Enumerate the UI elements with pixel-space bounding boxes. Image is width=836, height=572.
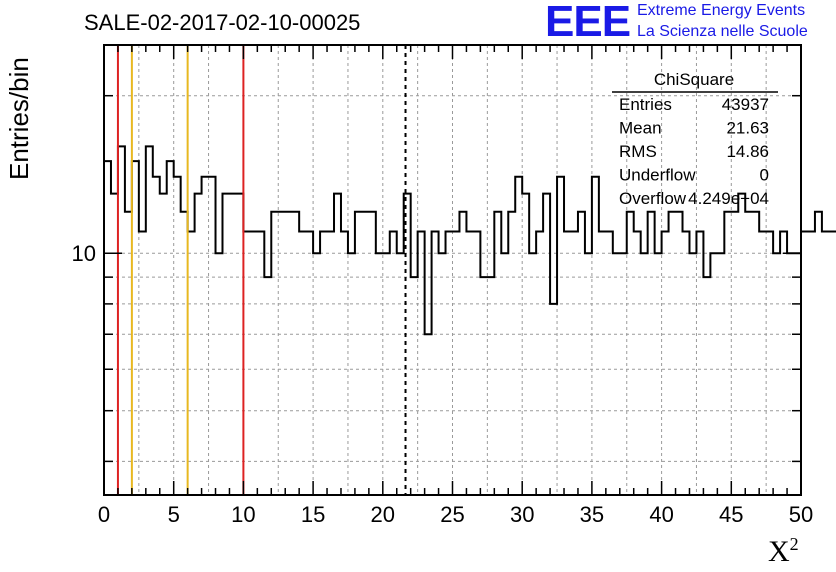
stats-value: 4.249e+04	[688, 189, 769, 208]
x-tick-label: 35	[580, 502, 604, 527]
x-axis-label-superscript: 2	[789, 534, 799, 554]
x-axis-label: X2	[768, 534, 799, 569]
stats-label: Overflow	[619, 189, 687, 208]
stats-value: 0	[760, 166, 769, 185]
stats-value: 14.86	[726, 142, 769, 161]
y-tick-label: 10	[72, 241, 96, 266]
x-tick-label: 25	[440, 502, 464, 527]
x-tick-label: 0	[98, 502, 110, 527]
stats-label: RMS	[619, 142, 657, 161]
x-tick-label: 15	[301, 502, 325, 527]
x-tick-label: 10	[231, 502, 255, 527]
stats-value: 43937	[722, 95, 769, 114]
x-tick-label: 20	[371, 502, 395, 527]
x-tick-label: 30	[510, 502, 534, 527]
eee-logo: EEE	[545, 0, 631, 46]
stats-value: 21.63	[726, 119, 769, 138]
x-tick-label: 45	[719, 502, 743, 527]
x-tick-label: 50	[789, 502, 813, 527]
chart-title: SALE-02-2017-02-10-00025	[84, 10, 361, 35]
stats-label: Entries	[619, 95, 672, 114]
x-tick-label: 40	[649, 502, 673, 527]
brand-name: Extreme Energy Events	[637, 2, 806, 19]
stats-label: Mean	[619, 119, 662, 138]
histogram-series	[104, 145, 836, 336]
x-axis-label-base: X	[768, 535, 790, 568]
x-tick-label: 5	[168, 502, 180, 527]
stats-label: Underflow	[619, 166, 696, 185]
stats-box-name: ChiSquare	[654, 70, 734, 89]
brand-tagline: La Scienza nelle Scuole	[637, 23, 808, 40]
